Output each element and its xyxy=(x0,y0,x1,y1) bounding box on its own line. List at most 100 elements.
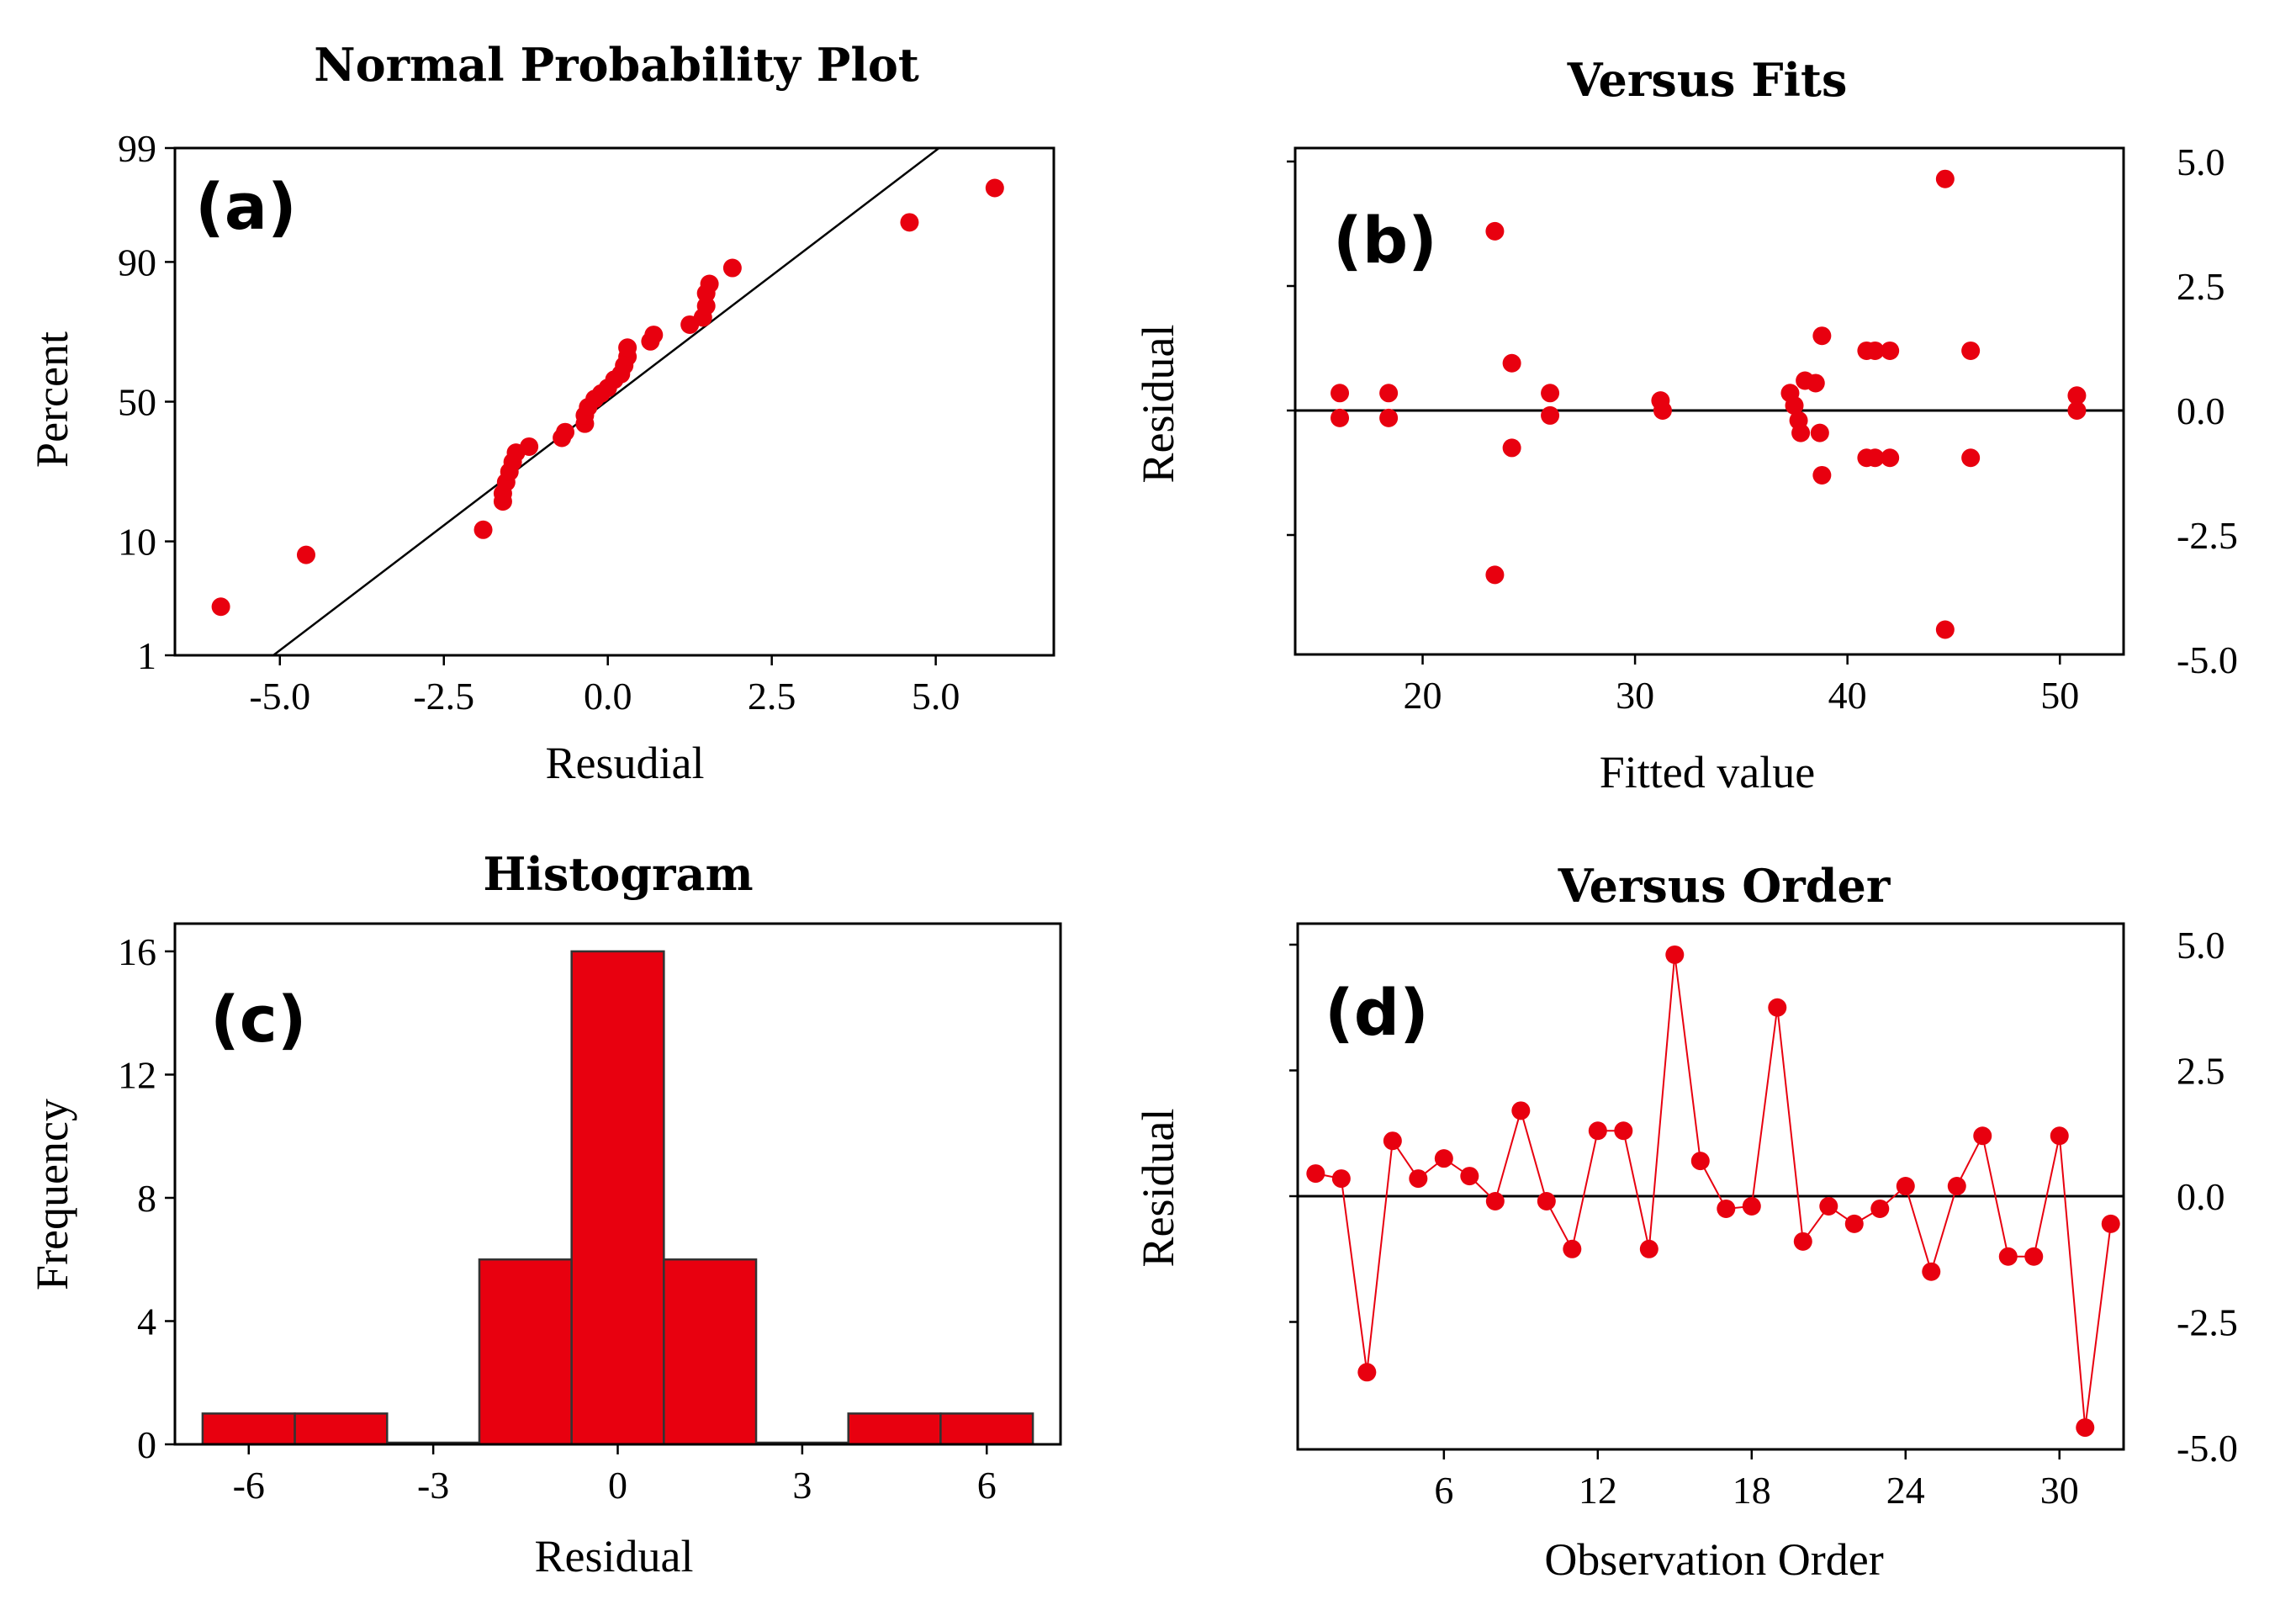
chart-title: Versus Order xyxy=(1558,859,1891,913)
plot-marks xyxy=(1295,169,2124,639)
data-point xyxy=(296,545,315,564)
data-point xyxy=(1690,1152,1710,1171)
data-point xyxy=(618,338,637,358)
tick-label: 4 xyxy=(137,1300,156,1343)
tick-label: 99 xyxy=(118,127,156,170)
data-point xyxy=(700,274,719,294)
data-point xyxy=(1961,448,1981,468)
tick-label: 0 xyxy=(608,1464,627,1507)
data-point xyxy=(1653,401,1672,420)
data-point xyxy=(1665,945,1685,964)
data-point xyxy=(644,326,664,345)
plot-marks xyxy=(1298,945,2124,1438)
tick-label: -2.5 xyxy=(2177,514,2238,557)
tick-label: 12 xyxy=(118,1053,156,1096)
data-point xyxy=(1379,408,1399,427)
tick-label: -5.0 xyxy=(2177,638,2238,681)
y-tick-labels: 5.0 2.5 0.0 -2.5 -5.0 xyxy=(1287,140,2238,681)
data-point xyxy=(2076,1418,2095,1438)
normal-probability-plot: Normal Probability Plot Resudial Percent… xyxy=(27,38,1055,788)
data-point xyxy=(1768,998,1787,1017)
data-point xyxy=(1935,169,1955,188)
plot-frame xyxy=(173,146,1055,657)
tick-label: 30 xyxy=(1616,674,1654,717)
data-point xyxy=(1865,448,1885,468)
data-point xyxy=(1881,341,1900,360)
histogram-bar xyxy=(939,1412,1034,1446)
data-point xyxy=(1485,1191,1505,1210)
plot-marks xyxy=(211,148,1004,655)
x-axis-label: Fitted value xyxy=(1600,747,1815,797)
data-point xyxy=(1922,1262,1941,1281)
data-point xyxy=(1434,1149,1453,1168)
panel-label: (c) xyxy=(210,982,307,1057)
y-axis-label: Percent xyxy=(27,331,77,468)
panel-label: (a) xyxy=(195,169,297,244)
chart-title: Histogram xyxy=(483,847,753,901)
tick-label: 10 xyxy=(118,521,156,564)
x-tick-labels: 20 30 40 50 xyxy=(1404,654,2079,717)
data-point xyxy=(1791,423,1811,442)
data-point xyxy=(211,597,230,617)
tick-label: -5.0 xyxy=(2177,1427,2238,1470)
tick-label: -2.5 xyxy=(2177,1301,2238,1344)
x-axis-label: Resudial xyxy=(546,738,705,788)
data-point xyxy=(1357,1363,1377,1382)
data-point xyxy=(1812,465,1832,485)
tick-label: -5.0 xyxy=(249,675,310,718)
histogram-bar xyxy=(663,1258,758,1446)
data-point xyxy=(1806,373,1825,393)
y-axis-label: Residual xyxy=(1133,325,1183,484)
data-point xyxy=(1563,1239,1582,1258)
data-point xyxy=(520,437,539,456)
data-point xyxy=(1947,1177,1966,1196)
tick-label: 5.0 xyxy=(2177,140,2225,183)
data-point xyxy=(1998,1247,2018,1266)
data-point xyxy=(1511,1101,1531,1120)
data-point xyxy=(2024,1247,2044,1266)
data-point xyxy=(1485,221,1505,241)
tick-label: 50 xyxy=(118,381,156,424)
data-point xyxy=(900,213,919,232)
tick-label: 5.0 xyxy=(912,675,960,718)
data-point xyxy=(1409,1169,1428,1189)
plot-frame xyxy=(173,922,1062,1446)
y-axis-label: Residual xyxy=(1133,1109,1183,1268)
histogram-bar xyxy=(570,950,665,1446)
histogram-bar xyxy=(294,1412,389,1446)
tick-label: 20 xyxy=(1404,674,1442,717)
data-point xyxy=(1541,405,1560,425)
plot-frame xyxy=(1296,922,2125,1451)
data-point xyxy=(1537,1191,1556,1210)
data-point xyxy=(1502,438,1521,458)
tick-label: -2.5 xyxy=(413,675,474,718)
data-point xyxy=(1973,1126,1992,1146)
x-axis-label: Observation Order xyxy=(1544,1534,1883,1585)
panel-label: (b) xyxy=(1333,203,1437,278)
tick-label: 0.0 xyxy=(2177,389,2225,432)
data-point xyxy=(1935,620,1955,639)
data-point xyxy=(1502,353,1521,373)
tick-label: 50 xyxy=(2040,674,2079,717)
panel-label: (d) xyxy=(1325,975,1429,1050)
tick-label: 0.0 xyxy=(2177,1175,2225,1218)
fit-line xyxy=(271,148,941,655)
data-point xyxy=(1541,384,1560,403)
data-point xyxy=(1588,1121,1607,1141)
y-tick-labels: 0 4 8 12 16 xyxy=(118,930,175,1466)
data-point xyxy=(2050,1126,2069,1146)
data-point xyxy=(1331,1169,1351,1189)
y-tick-labels: 5.0 2.5 0.0 -2.5 -5.0 xyxy=(1289,924,2238,1470)
tick-label: 6 xyxy=(1434,1469,1453,1512)
tick-label: 90 xyxy=(118,241,156,283)
data-point xyxy=(556,422,575,442)
histogram-bar xyxy=(478,1258,573,1446)
histogram-bar xyxy=(847,1412,942,1446)
tick-label: 3 xyxy=(792,1464,812,1507)
data-point xyxy=(1717,1199,1736,1218)
data-point xyxy=(1812,326,1832,346)
plot-frame xyxy=(1293,146,2125,656)
data-point xyxy=(2067,401,2087,420)
x-tick-labels: -5.0 -2.5 0.0 2.5 5.0 xyxy=(249,655,960,718)
tick-label: 12 xyxy=(1579,1469,1617,1512)
